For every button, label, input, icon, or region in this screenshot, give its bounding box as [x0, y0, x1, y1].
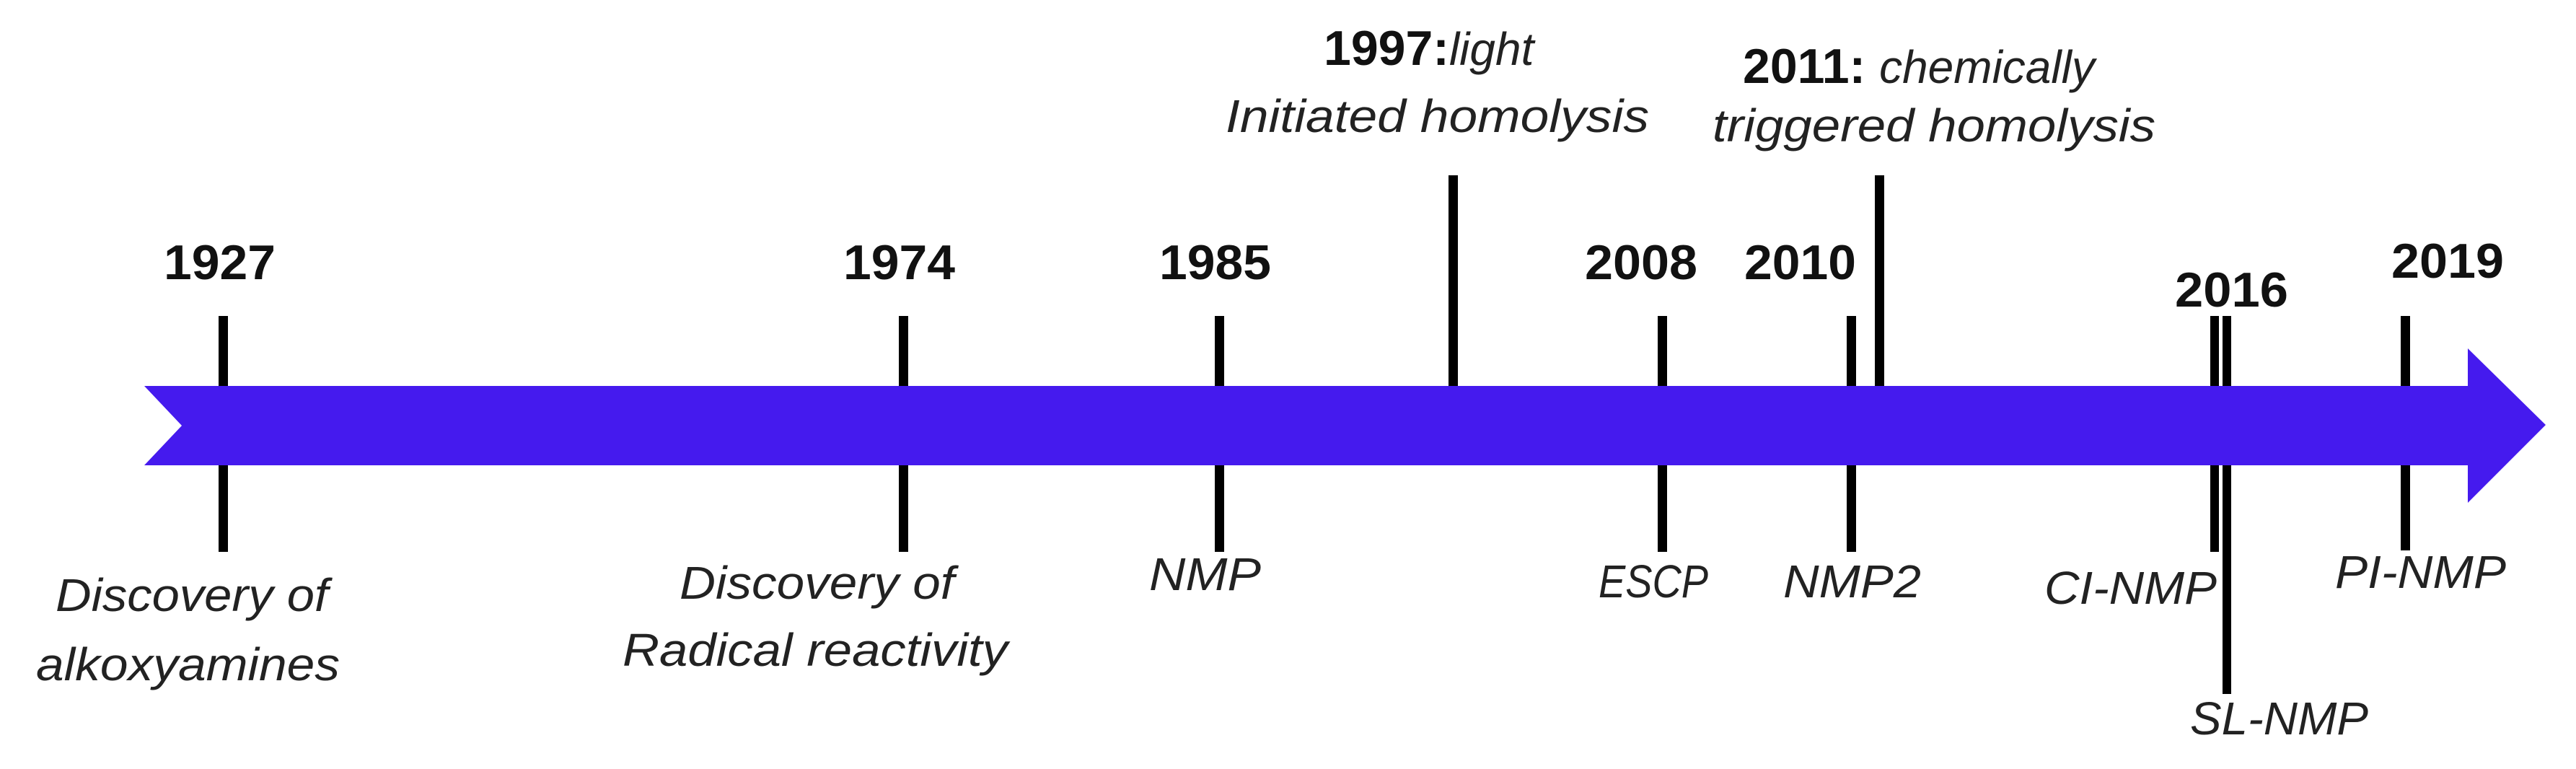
event-desc-1927-line2: alkoxyamines [36, 638, 340, 690]
tick-2016-sl [2223, 316, 2231, 386]
event-desc-1927-line1: Discovery of [56, 569, 333, 621]
tick-2011 [1875, 175, 1884, 386]
tick-1927-lower [219, 465, 228, 552]
year-separator-1997: : [1433, 21, 1449, 76]
event-heading-2011: 2011: chemically [1743, 39, 2098, 94]
event-desc-1974-line2: Radical reactivity [623, 624, 1011, 676]
tick-1974-lower [899, 465, 908, 552]
tick-1974 [899, 316, 908, 386]
event-desc-2010: NMP2 [1783, 555, 1921, 607]
event-2010: 2010 NMP2 [1744, 235, 1921, 607]
event-desc-1985: NMP [1149, 548, 1261, 600]
tick-2008-lower [1658, 465, 1667, 552]
event-desc-1997-line1: light [1449, 23, 1536, 75]
tick-2019-lower [2401, 465, 2410, 550]
event-desc-2019: PI-NMP [2335, 546, 2506, 598]
timeline-arrow [144, 348, 2546, 503]
tick-1997 [1449, 175, 1458, 386]
year-label-1974: 1974 [843, 235, 955, 290]
event-desc-1974-line1: Discovery of [680, 557, 959, 609]
event-1927: 1927 Discovery of alkoxyamines [36, 235, 340, 690]
event-heading-1997: 1997:light [1324, 21, 1536, 76]
event-desc-2016-ci: CI-NMP [2044, 562, 2217, 614]
year-label-1997: 1997 [1324, 21, 1433, 76]
event-1997: 1997:light Initiated homolysis [1226, 21, 1649, 386]
tick-2010-lower [1847, 465, 1856, 552]
year-label-2011: 2011 [1743, 39, 1850, 94]
event-1974: 1974 Discovery of Radical reactivity [623, 235, 1011, 676]
event-desc-2011-line2: triggered homolysis [1713, 100, 2155, 151]
year-label-2019: 2019 [2391, 234, 2504, 289]
event-desc-1997-line2: Initiated homolysis [1226, 90, 1649, 142]
tick-2016-sl-lower [2223, 465, 2231, 694]
tick-1927 [219, 316, 228, 386]
tick-1985-lower [1215, 465, 1224, 552]
event-2016: 2016 CI-NMP SL-NMP [2044, 263, 2368, 744]
year-label-1927: 1927 [164, 235, 276, 290]
year-label-2008: 2008 [1585, 235, 1697, 290]
tick-1985 [1215, 316, 1224, 386]
event-2019: 2019 PI-NMP [2335, 234, 2506, 598]
event-2011: 2011: chemically triggered homolysis [1713, 39, 2155, 386]
event-desc-2011-line1: chemically [1879, 41, 2098, 93]
tick-2008 [1658, 316, 1667, 386]
event-2008: 2008 ESCP [1585, 235, 1708, 607]
year-separator-2011: : [1850, 39, 1880, 94]
tick-2019 [2401, 316, 2410, 386]
tick-2016-ci-lower [2210, 465, 2219, 552]
event-1985: 1985 NMP [1149, 235, 1271, 600]
tick-2016-ci [2210, 316, 2219, 386]
year-label-2010: 2010 [1744, 235, 1856, 290]
year-label-1985: 1985 [1159, 235, 1271, 290]
event-desc-2008: ESCP [1599, 555, 1708, 607]
tick-2010 [1847, 316, 1856, 386]
event-desc-2016-sl: SL-NMP [2190, 693, 2368, 744]
year-label-2016: 2016 [2175, 263, 2288, 317]
